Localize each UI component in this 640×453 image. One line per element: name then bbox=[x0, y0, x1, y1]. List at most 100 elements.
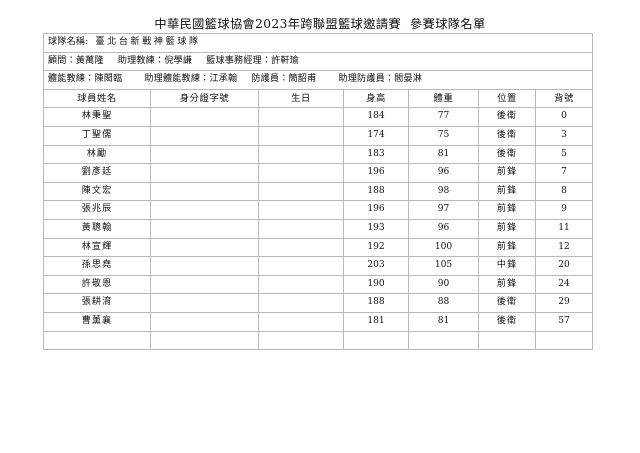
player-birthday bbox=[258, 237, 344, 258]
strength-coach-value: 陳閎臨 bbox=[94, 74, 123, 85]
player-position: 後衛 bbox=[478, 125, 536, 146]
player-id bbox=[150, 311, 259, 332]
team-name-value: 臺北台新戰神籃球隊 bbox=[95, 37, 201, 47]
player-height: 190 bbox=[343, 274, 409, 295]
player-height: 184 bbox=[343, 107, 409, 127]
player-height: 183 bbox=[343, 144, 409, 165]
player-height: 181 bbox=[343, 311, 409, 332]
player-weight: 105 bbox=[408, 256, 479, 276]
column-header-weight: 體重 bbox=[408, 88, 479, 109]
player-birthday bbox=[258, 274, 344, 295]
player-name: 劉彥廷 bbox=[43, 163, 151, 183]
player-id bbox=[150, 293, 259, 313]
assistant-trainer-label: 助理防護員： bbox=[338, 74, 395, 85]
basketball-manager-value: 許軒瑜 bbox=[271, 55, 300, 66]
player-name: 孫思堯 bbox=[43, 256, 151, 276]
player-position: 後衛 bbox=[478, 144, 536, 165]
table-row: 林秉聖 184 77 後衛 0 bbox=[43, 107, 594, 127]
player-name: 張兆辰 bbox=[43, 200, 151, 220]
trainer-label: 防護員： bbox=[251, 74, 289, 85]
advisor-value: 黃萬隆 bbox=[75, 55, 104, 66]
player-id bbox=[150, 107, 259, 127]
player-position: 前鋒 bbox=[478, 218, 536, 239]
player-weight: 98 bbox=[408, 181, 479, 202]
table-row: 林宣輝 192 100 前鋒 12 bbox=[43, 237, 594, 258]
player-weight: 81 bbox=[408, 144, 479, 165]
player-position: 前鋒 bbox=[478, 237, 536, 258]
column-header-bday: 生日 bbox=[258, 88, 344, 109]
assistant-trainer-value: 閻晏淋 bbox=[394, 74, 423, 85]
player-birthday bbox=[258, 181, 344, 202]
player-weight: 96 bbox=[408, 218, 479, 239]
table-row: 丁聖儒 174 75 後衛 3 bbox=[43, 125, 594, 146]
assistant-coach-value: 倪學謙 bbox=[164, 55, 193, 66]
player-id bbox=[150, 125, 259, 146]
player-id bbox=[150, 237, 259, 258]
player-number: 29 bbox=[534, 293, 594, 313]
table-row: 張耕淯 188 88 後衛 29 bbox=[43, 293, 594, 313]
player-weight: 100 bbox=[408, 237, 479, 258]
player-number: 0 bbox=[534, 107, 594, 127]
empty-cell bbox=[43, 330, 151, 351]
player-id bbox=[150, 256, 259, 276]
player-position: 後衛 bbox=[478, 293, 536, 313]
player-weight: 88 bbox=[408, 293, 479, 313]
table-row: 陳文宏 188 98 前鋒 8 bbox=[43, 181, 594, 202]
column-header-pos: 位置 bbox=[478, 88, 536, 109]
player-number: 12 bbox=[534, 237, 594, 258]
player-birthday bbox=[258, 218, 344, 239]
team-name-row: 球隊名稱: 臺北台新戰神籃球隊 bbox=[42, 33, 594, 53]
table-row: 劉彥廷 196 96 前鋒 7 bbox=[43, 163, 594, 183]
staff-row-1-cell: 顧問：黃萬隆 助理教練：倪學謙 籃球事務經理：許軒瑜 bbox=[42, 51, 594, 72]
player-position: 後衛 bbox=[478, 107, 536, 127]
player-position: 前鋒 bbox=[478, 181, 536, 202]
player-name: 張耕淯 bbox=[43, 293, 151, 313]
team-name-label: 球隊名稱: bbox=[48, 37, 89, 47]
player-height: 188 bbox=[343, 293, 409, 313]
player-birthday bbox=[258, 200, 344, 220]
player-number: 57 bbox=[534, 311, 594, 332]
player-birthday bbox=[258, 144, 344, 165]
player-weight: 97 bbox=[408, 200, 479, 220]
table-row: 林勵 183 81 後衛 5 bbox=[43, 144, 594, 165]
page-title: 中華民國籃球協會2023年跨聯盟籃球邀請賽 參賽球隊名單 bbox=[0, 14, 640, 32]
player-height: 188 bbox=[343, 181, 409, 202]
player-id bbox=[150, 274, 259, 295]
table-row: 黃聰翰 193 96 前鋒 11 bbox=[43, 218, 594, 239]
player-position: 前鋒 bbox=[478, 274, 536, 295]
player-name: 陳文宏 bbox=[43, 181, 151, 202]
assistant-strength-coach-value: 江承翰 bbox=[209, 74, 238, 85]
player-number: 9 bbox=[534, 200, 594, 220]
player-weight: 75 bbox=[408, 125, 479, 146]
player-height: 174 bbox=[343, 125, 409, 146]
player-number: 8 bbox=[534, 181, 594, 202]
player-position: 前鋒 bbox=[478, 200, 536, 220]
player-position: 前鋒 bbox=[478, 163, 536, 183]
player-name: 丁聖儒 bbox=[43, 125, 151, 146]
empty-cell bbox=[408, 330, 479, 351]
player-number: 5 bbox=[534, 144, 594, 165]
empty-cell bbox=[258, 330, 344, 351]
player-height: 203 bbox=[343, 256, 409, 276]
table-row-blank bbox=[43, 330, 594, 351]
empty-cell bbox=[150, 330, 259, 351]
page-title-main: 中華民國籃球協會2023年跨聯盟籃球邀請賽 bbox=[154, 17, 402, 31]
table-row: 許敬恩 190 90 前鋒 24 bbox=[43, 274, 594, 295]
team-name-cell: 球隊名稱: 臺北台新戰神籃球隊 bbox=[42, 33, 594, 53]
trainer-value: 簡韶甫 bbox=[288, 74, 317, 85]
player-number: 20 bbox=[534, 256, 594, 276]
player-number: 7 bbox=[534, 163, 594, 183]
player-height: 192 bbox=[343, 237, 409, 258]
player-number: 24 bbox=[534, 274, 594, 295]
assistant-coach-label: 助理教練： bbox=[117, 55, 165, 66]
player-id bbox=[150, 200, 259, 220]
table-header-row: 球員姓名 身分證字號 生日 身高 體重 位置 背號 bbox=[43, 88, 594, 109]
player-height: 196 bbox=[343, 200, 409, 220]
player-birthday bbox=[258, 293, 344, 313]
empty-cell bbox=[534, 330, 594, 351]
assistant-strength-coach-label: 助理體能教練： bbox=[144, 74, 210, 85]
staff-row-1: 顧問：黃萬隆 助理教練：倪學謙 籃球事務經理：許軒瑜 bbox=[42, 51, 594, 72]
column-header-height: 身高 bbox=[343, 88, 409, 109]
player-birthday bbox=[258, 107, 344, 127]
